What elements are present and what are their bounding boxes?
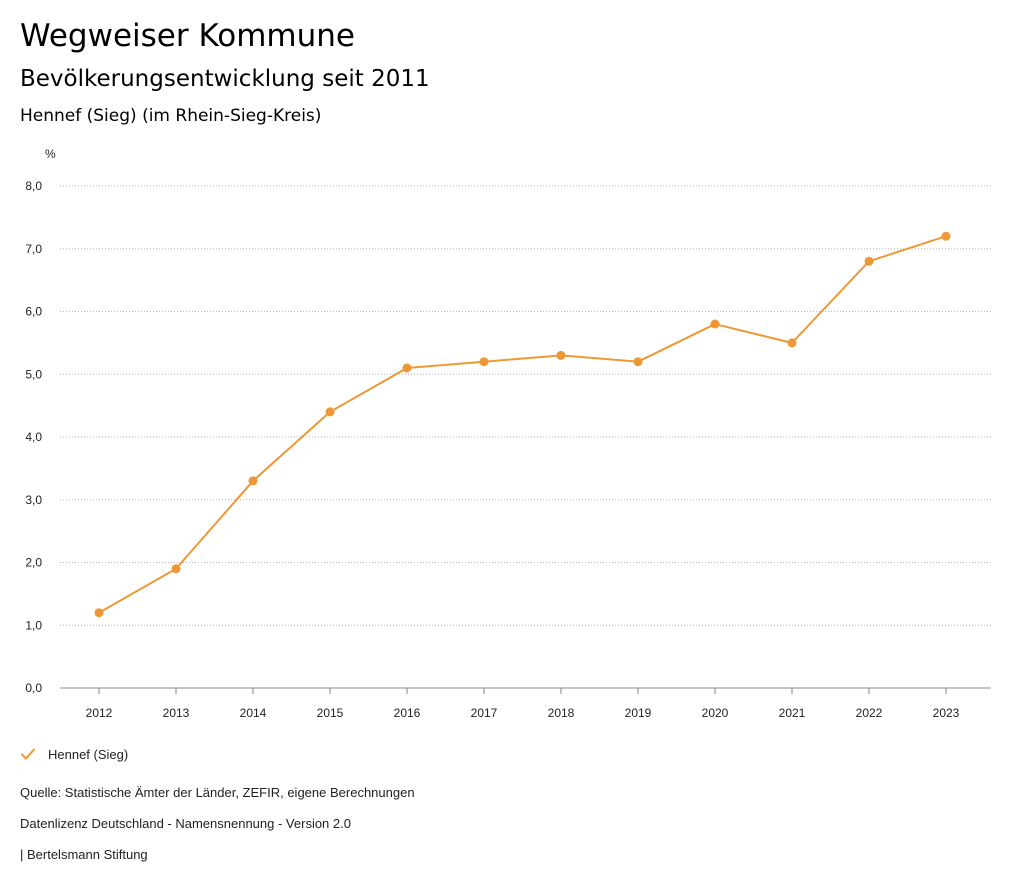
data-point [248,476,258,486]
y-tick-label: 6,0 [25,305,42,319]
y-tick-label: 4,0 [25,430,42,444]
y-tick-label: 2,0 [25,556,42,570]
data-point [864,256,874,266]
x-tick-label: 2020 [702,706,729,720]
x-tick-label: 2017 [471,706,498,720]
region-title: Hennef (Sieg) (im Rhein-Sieg-Kreis) [20,106,322,126]
data-point [941,231,951,241]
chart-series [94,231,951,618]
y-axis-unit: % [45,147,56,161]
data-point [325,407,335,417]
chart-grid [60,185,991,689]
series-line [98,235,947,614]
x-tick-label: 2015 [317,706,344,720]
data-point [94,608,104,618]
x-tick-label: 2019 [625,706,652,720]
y-tick-label: 7,0 [25,242,42,256]
x-tick-label: 2013 [163,706,190,720]
legend-label: Hennef (Sieg) [48,746,129,762]
y-tick-label: 1,0 [25,618,42,632]
x-tick-label: 2023 [933,706,960,720]
x-tick-label: 2022 [856,706,883,720]
data-point [633,357,643,367]
x-tick-label: 2016 [394,706,421,720]
line-chart: % 0,0 1,0 2,0 3,0 4,0 5,0 6,0 7,0 8,0 2012 2013 2014… [25,147,991,720]
data-point [479,357,489,367]
data-point [787,338,797,348]
page-title: Wegweiser Kommune [20,18,355,54]
chart-legend[interactable]: Hennef (Sieg) [20,744,128,764]
y-tick-label: 8,0 [25,179,42,193]
check-icon[interactable] [20,746,36,762]
chart-subtitle: Bevölkerungsentwicklung seit 2011 [20,66,430,92]
data-point [171,564,181,574]
x-tick-label: 2014 [240,706,267,720]
data-point [556,350,566,360]
y-tick-label: 3,0 [25,493,42,507]
x-tick-label: 2021 [779,706,806,720]
license-note: Datenlizenz Deutschland - Namensnennung … [20,816,351,831]
y-tick-label: 0,0 [25,681,42,695]
data-point [710,319,720,329]
data-point [402,363,412,373]
source-note: Quelle: Statistische Ämter der Länder, Z… [20,785,415,800]
y-tick-label: 5,0 [25,367,42,381]
x-tick-label: 2012 [86,706,113,720]
x-tick-label: 2018 [548,706,575,720]
publisher-note: | Bertelsmann Stiftung [20,847,148,862]
chart-axes: % 0,0 1,0 2,0 3,0 4,0 5,0 6,0 7,0 8,0 2012 2013 2014… [25,147,959,720]
